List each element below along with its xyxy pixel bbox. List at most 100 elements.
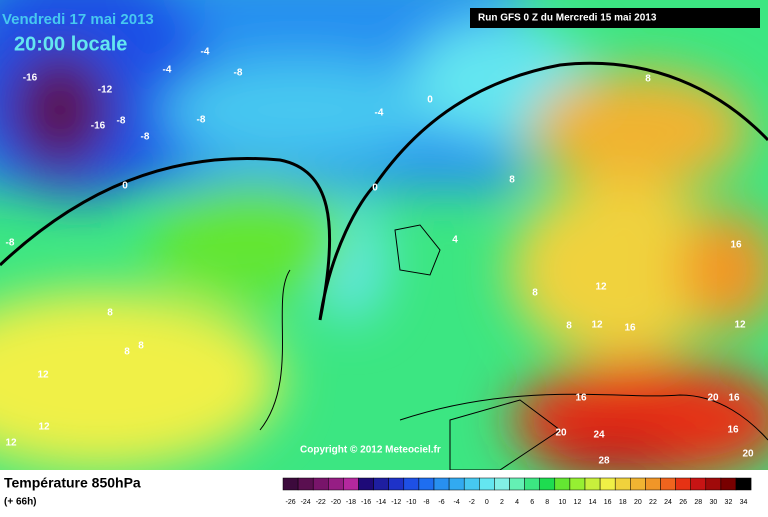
contour-label: 20 xyxy=(707,393,719,404)
legend-swatch xyxy=(599,477,616,491)
legend-swatch xyxy=(735,477,752,491)
contour-label: 12 xyxy=(37,370,49,381)
contour-label: 8 xyxy=(566,321,572,332)
contour-label: -4 xyxy=(201,47,210,58)
legend-swatch xyxy=(312,477,329,491)
contour-label: 16 xyxy=(624,323,636,334)
legend-swatch xyxy=(675,477,691,491)
legend-swatch xyxy=(448,477,465,491)
legend-swatch xyxy=(418,477,435,491)
local-time: 20:00 locale xyxy=(14,33,127,55)
legend-swatch xyxy=(373,477,389,491)
legend-label: 16 xyxy=(604,499,612,506)
legend-swatch xyxy=(494,477,510,491)
variable-title: Température 850hPa xyxy=(4,475,141,491)
contour-label: 12 xyxy=(595,282,607,293)
copyright: Copyright © 2012 Meteociel.fr xyxy=(300,445,441,456)
legend-label: 2 xyxy=(500,499,504,506)
contour-label: 28 xyxy=(598,456,610,467)
legend-label: -4 xyxy=(454,499,460,506)
legend-swatch xyxy=(297,477,314,491)
contour-label: 8 xyxy=(124,347,130,358)
contour-label: -8 xyxy=(6,238,15,249)
contour-label: 16 xyxy=(728,393,740,404)
legend-label: 28 xyxy=(694,499,702,506)
legend-swatch xyxy=(584,477,601,491)
legend-label: 0 xyxy=(485,499,489,506)
legend-swatch xyxy=(282,477,299,491)
legend-label: -10 xyxy=(406,499,416,506)
legend-swatch xyxy=(524,477,540,491)
legend-swatch xyxy=(463,477,480,491)
contour-label: -4 xyxy=(375,108,384,119)
contour-label: 0 xyxy=(372,183,378,194)
run-info: Run GFS 0 Z du Mercredi 15 mai 2013 xyxy=(478,13,657,24)
contour-label: -16 xyxy=(23,73,38,84)
legend-label: -16 xyxy=(361,499,371,506)
contour-label: 12 xyxy=(734,320,746,331)
lead-time: (+ 66h) xyxy=(4,497,37,508)
contour-label: 8 xyxy=(645,74,651,85)
legend-swatch xyxy=(433,477,450,491)
contour-label: -8 xyxy=(141,132,150,143)
legend-swatch xyxy=(343,477,359,491)
legend-label: 26 xyxy=(679,499,687,506)
legend-label: 22 xyxy=(649,499,657,506)
legend-label: 14 xyxy=(589,499,597,506)
contour-label: 8 xyxy=(107,308,113,319)
date: Vendredi 17 mai 2013 xyxy=(2,11,154,28)
contour-label: 12 xyxy=(5,438,17,449)
contour-label: 16 xyxy=(727,425,739,436)
legend-label: -2 xyxy=(469,499,475,506)
contour-label: -4 xyxy=(163,65,172,76)
coastline xyxy=(394,224,561,471)
legend-swatch xyxy=(358,477,374,491)
contour xyxy=(259,269,768,441)
legend-swatch xyxy=(554,477,571,491)
legend-label: 34 xyxy=(740,499,748,506)
contour-label: 12 xyxy=(38,422,50,433)
legend-swatch xyxy=(660,477,676,491)
contour-label: -8 xyxy=(234,68,243,79)
color-legend: -26 -24 -22 -20 -18 -16 -14 -12 -10 -8 -6 -4 -2 0 2 4 6 8… xyxy=(282,477,752,506)
legend-swatch xyxy=(720,477,737,491)
legend-label: 24 xyxy=(664,499,672,506)
legend-swatch xyxy=(479,477,495,491)
contour-label: 12 xyxy=(591,320,603,331)
legend-swatch xyxy=(403,477,420,491)
contour-label: 0 xyxy=(122,181,128,192)
legend-swatch xyxy=(509,477,525,491)
legend-label: 8 xyxy=(545,499,549,506)
legend-label: 6 xyxy=(530,499,534,506)
legend-label: -18 xyxy=(346,499,356,506)
legend-swatch xyxy=(630,477,646,491)
contour-label: 4 xyxy=(452,235,458,246)
zero-contour xyxy=(0,61,768,321)
legend-swatch xyxy=(328,477,344,491)
legend-label: -6 xyxy=(438,499,444,506)
legend-label: -14 xyxy=(376,499,386,506)
contour-label: 24 xyxy=(593,430,605,441)
contour-label: 8 xyxy=(138,341,144,352)
legend-label: -26 xyxy=(285,499,295,506)
field-blobs xyxy=(0,0,768,480)
legend-label: -22 xyxy=(316,499,326,506)
legend-label: 30 xyxy=(709,499,717,506)
contour-label: 16 xyxy=(730,240,742,251)
legend-label: 20 xyxy=(634,499,642,506)
legend-label: 12 xyxy=(574,499,582,506)
contour-label: 16 xyxy=(575,393,587,404)
contour-label: 20 xyxy=(555,428,567,439)
legend-swatch xyxy=(569,477,586,491)
legend-swatch xyxy=(388,477,405,491)
run-box xyxy=(470,8,760,28)
footer-bar xyxy=(0,470,768,512)
contour-label: 0 xyxy=(427,95,433,106)
legend-swatch xyxy=(614,477,631,491)
legend-swatch xyxy=(539,477,556,491)
contour-label: 8 xyxy=(532,288,538,299)
contour-label: -16 xyxy=(91,121,106,132)
